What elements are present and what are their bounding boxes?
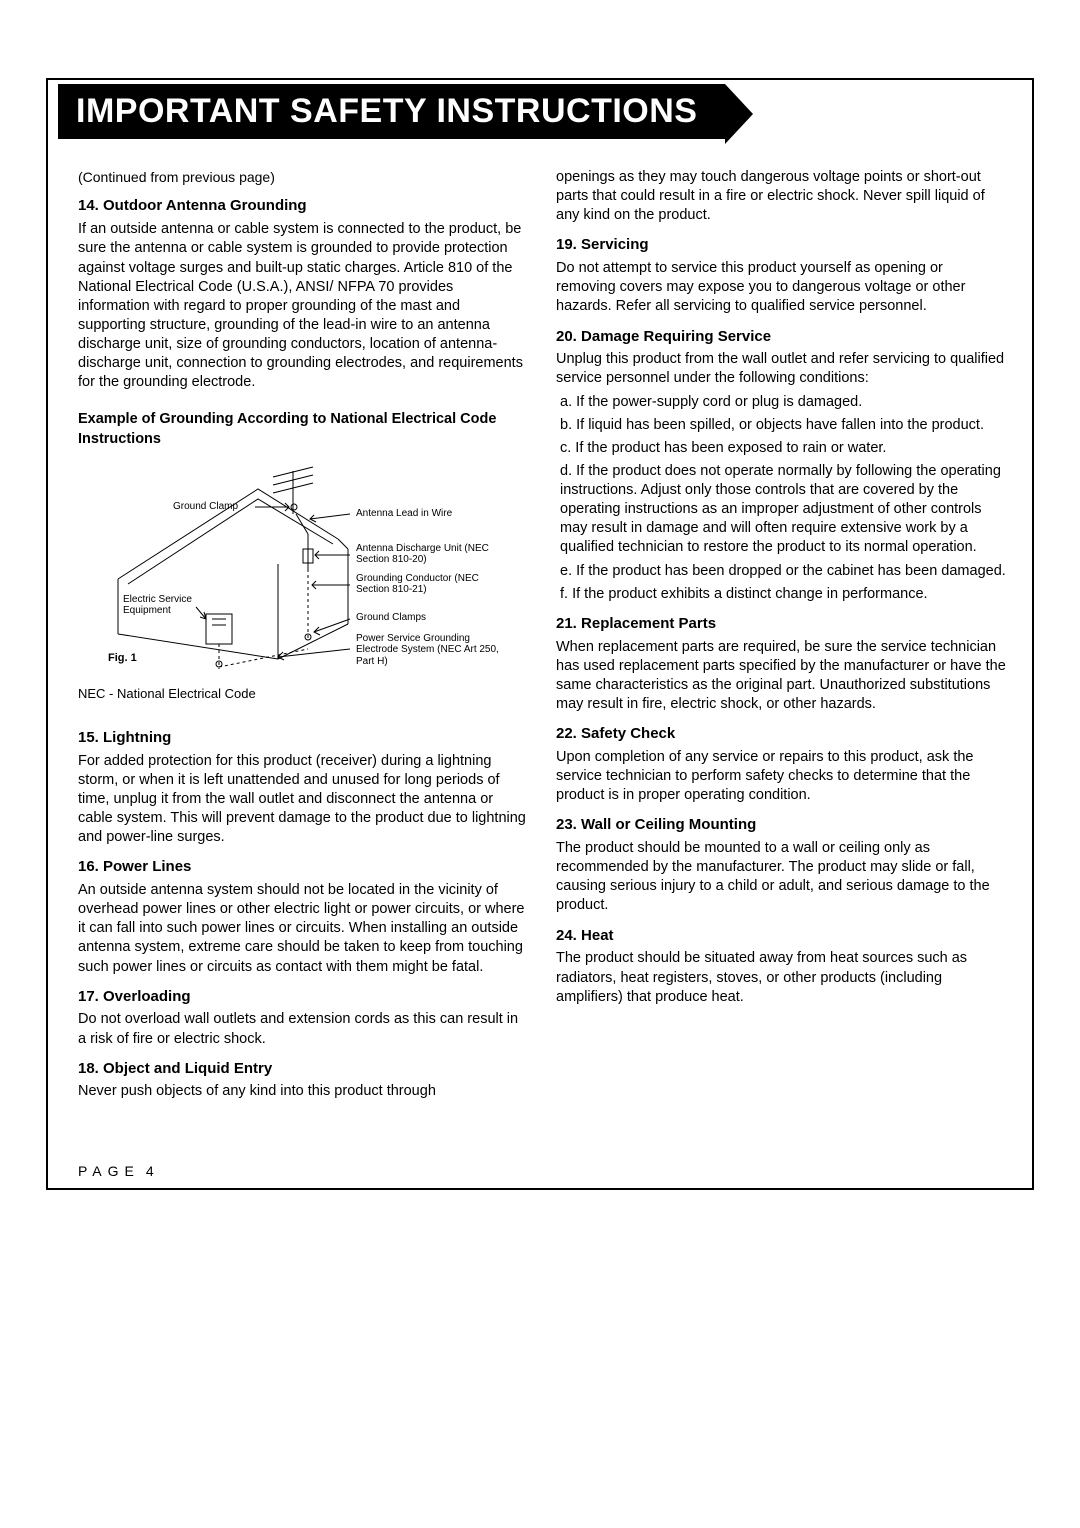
heading-21: 21. Replacement Parts — [556, 614, 1006, 634]
heading-16: 16. Power Lines — [78, 857, 528, 877]
page-num-value: 4 — [146, 1163, 154, 1179]
item-20a: a. If the power-supply cord or plug is d… — [560, 393, 1006, 412]
page-label: PAGE — [78, 1163, 140, 1179]
heading-19: 19. Servicing — [556, 235, 1006, 255]
body-22: Upon completion of any service or repair… — [556, 748, 1006, 805]
banner-title: IMPORTANT SAFETY INSTRUCTIONS — [76, 92, 697, 130]
left-column: (Continued from previous page) 14. Outdo… — [78, 168, 528, 1106]
item-20c: c. If the product has been exposed to ra… — [560, 439, 1006, 458]
body-16: An outside antenna system should not be … — [78, 881, 528, 977]
item-20e: e. If the product has been dropped or th… — [560, 562, 1006, 581]
label-grounding-conductor: Grounding Conductor (NEC Section 810-21) — [356, 573, 506, 596]
heading-18: 18. Object and Liquid Entry — [78, 1059, 528, 1079]
fig-label: Fig. 1 — [108, 651, 137, 666]
continued-note: (Continued from previous page) — [78, 168, 528, 186]
body-21: When replacement parts are required, be … — [556, 638, 1006, 715]
heading-15: 15. Lightning — [78, 728, 528, 748]
heading-24: 24. Heat — [556, 926, 1006, 946]
label-power-service: Power Service Grounding Electrode System… — [356, 633, 506, 668]
label-electric-service: Electric Service Equipment — [123, 594, 198, 617]
body-20-intro: Unplug this product from the wall outlet… — [556, 350, 1006, 388]
body-15: For added protection for this product (r… — [78, 752, 528, 848]
diagram-title: Example of Grounding According to Nation… — [78, 410, 528, 448]
heading-20: 20. Damage Requiring Service — [556, 327, 1006, 347]
label-ground-clamp: Ground Clamp — [173, 501, 238, 513]
body-24: The product should be situated away from… — [556, 949, 1006, 1006]
body-19: Do not attempt to service this product y… — [556, 259, 1006, 316]
heading-23: 23. Wall or Ceiling Mounting — [556, 815, 1006, 835]
content-area: (Continued from previous page) 14. Outdo… — [78, 168, 1006, 1106]
item-20f: f. If the product exhibits a distinct ch… — [560, 585, 1006, 604]
heading-17: 17. Overloading — [78, 987, 528, 1007]
right-column: openings as they may touch dangerous vol… — [556, 168, 1006, 1106]
label-discharge-unit: Antenna Discharge Unit (NEC Section 810-… — [356, 543, 506, 566]
grounding-diagram: Ground Clamp Antenna Lead in Wire Antenn… — [78, 459, 508, 679]
heading-22: 22. Safety Check — [556, 724, 1006, 744]
body-14: If an outside antenna or cable system is… — [78, 220, 528, 392]
page-number: PAGE 4 — [78, 1163, 154, 1179]
body-18b: openings as they may touch dangerous vol… — [556, 168, 1006, 225]
item-20d: d. If the product does not operate norma… — [560, 462, 1006, 558]
diagram-caption: NEC - National Electrical Code — [78, 685, 528, 702]
title-banner: IMPORTANT SAFETY INSTRUCTIONS — [58, 84, 725, 139]
body-17: Do not overload wall outlets and extensi… — [78, 1010, 528, 1048]
body-23: The product should be mounted to a wall … — [556, 839, 1006, 916]
heading-14: 14. Outdoor Antenna Grounding — [78, 196, 528, 216]
item-20b: b. If liquid has been spilled, or object… — [560, 416, 1006, 435]
label-ground-clamps: Ground Clamps — [356, 612, 426, 624]
body-18a: Never push objects of any kind into this… — [78, 1082, 528, 1101]
label-antenna-lead: Antenna Lead in Wire — [356, 508, 452, 520]
